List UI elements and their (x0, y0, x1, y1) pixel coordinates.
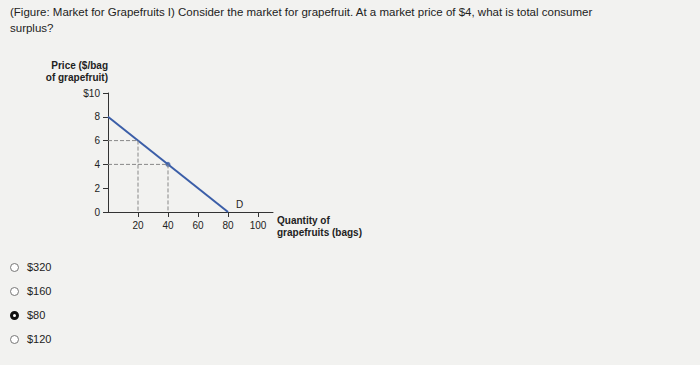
svg-text:grapefruits (bags): grapefruits (bags) (277, 227, 362, 238)
svg-text:4: 4 (94, 159, 100, 170)
html-text:$320: $320 (27, 261, 52, 273)
svg-text:6: 6 (94, 135, 100, 146)
html-text:$160: $160 (27, 285, 52, 297)
svg-text:Quantity of: Quantity of (277, 215, 330, 226)
html-text:$120: $120 (27, 333, 52, 345)
svg-text:100: 100 (250, 220, 267, 231)
svg-text:Price ($/bag: Price ($/bag (51, 60, 108, 71)
svg-text:80: 80 (222, 220, 234, 231)
svg-text:D: D (236, 199, 243, 210)
html-text:$80: $80 (27, 309, 46, 321)
svg-text:8: 8 (94, 111, 100, 122)
svg-text:of grapefruit): of grapefruit) (46, 72, 108, 83)
html-text:(Figure: Market for Grapefruit: (Figure: Market for Grapefruits I) Consi… (10, 6, 593, 34)
svg-text:0: 0 (94, 207, 100, 218)
svg-text:2: 2 (94, 183, 100, 194)
svg-text:20: 20 (132, 220, 144, 231)
svg-text:40: 40 (162, 220, 174, 231)
svg-text:$10: $10 (83, 88, 100, 99)
svg-text:60: 60 (192, 220, 204, 231)
